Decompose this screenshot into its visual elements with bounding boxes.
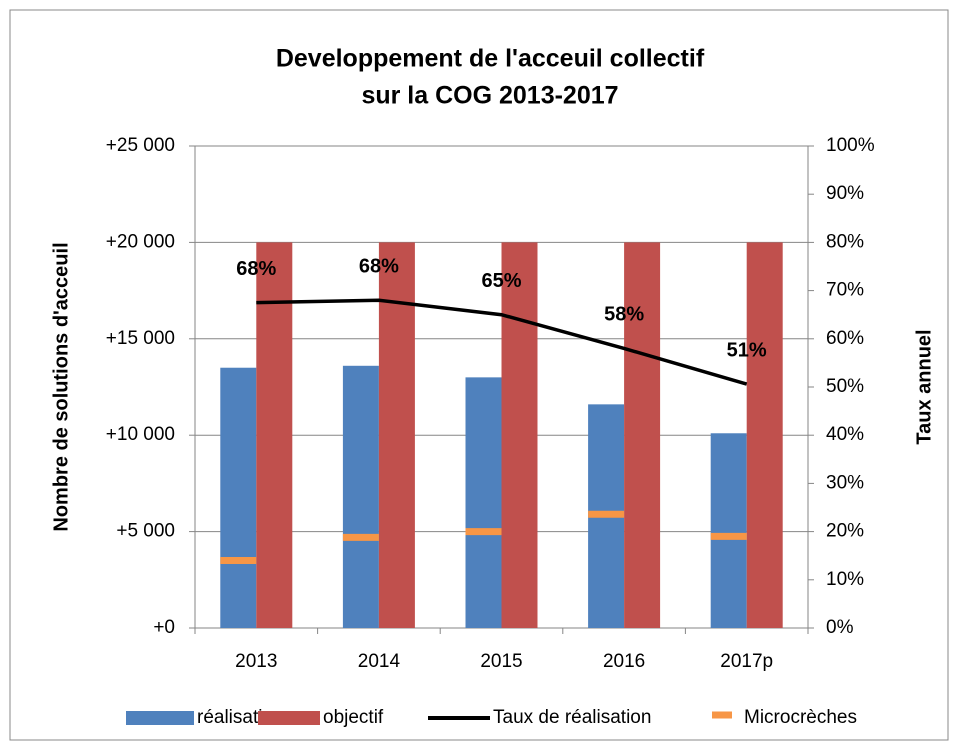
y2-tick-label: 30%	[826, 472, 864, 493]
bar	[624, 242, 661, 628]
y2-tick-label: 100%	[826, 135, 875, 156]
y2-tick-label: 90%	[826, 183, 864, 204]
y2-tick-label: 50%	[826, 376, 864, 397]
bar	[342, 365, 379, 628]
y-axis-label: Nombre de solutions d'acceuil	[50, 242, 72, 531]
y2-tick-label: 10%	[826, 569, 864, 590]
y-tick-label: +20 000	[106, 231, 175, 252]
y2-tick-label: 20%	[826, 521, 864, 542]
y-tick-label: +25 000	[106, 135, 175, 156]
x-tick-label: 2017p	[720, 651, 773, 672]
y2-tick-label: 0%	[826, 617, 854, 638]
y-tick-label: +10 000	[106, 424, 175, 445]
bar	[501, 242, 538, 628]
legend-label: Microcrèches	[744, 707, 857, 728]
bar	[710, 433, 747, 628]
bar	[256, 242, 293, 628]
bar	[220, 367, 257, 628]
line	[256, 298, 748, 386]
y2-tick-label: 70%	[826, 280, 864, 301]
y-tick-label: +0	[153, 617, 175, 638]
data-label: 51%	[727, 339, 767, 361]
y2-tick-label: 80%	[826, 231, 864, 252]
y-tick-label: +15 000	[106, 328, 175, 349]
x-tick-label: 2013	[235, 651, 277, 672]
legend-label: objectif	[323, 707, 384, 728]
x-tick-label: 2014	[358, 651, 401, 672]
x-tick-label: 2016	[603, 651, 645, 672]
y2-tick-label: 40%	[826, 424, 864, 445]
legend-swatch	[126, 711, 194, 725]
data-label: 68%	[236, 258, 276, 280]
x-tick-label: 2015	[480, 651, 522, 672]
bar	[465, 377, 502, 628]
chart-subtitle: sur la COG 2013-2017	[361, 82, 618, 110]
bar	[746, 242, 783, 628]
bar	[378, 242, 415, 628]
legend-label: Taux de réalisation	[493, 707, 651, 728]
legend-swatch	[258, 711, 320, 725]
data-label: 68%	[359, 256, 399, 278]
y2-axis-label: Taux annuel	[913, 329, 935, 444]
data-label: 58%	[604, 304, 644, 326]
chart-frame	[9, 9, 949, 741]
y-tick-label: +5 000	[116, 521, 175, 542]
chart-title: Developpement de l'acceuil collectif	[276, 45, 705, 73]
y2-tick-label: 60%	[826, 328, 864, 349]
data-label: 65%	[481, 270, 521, 292]
